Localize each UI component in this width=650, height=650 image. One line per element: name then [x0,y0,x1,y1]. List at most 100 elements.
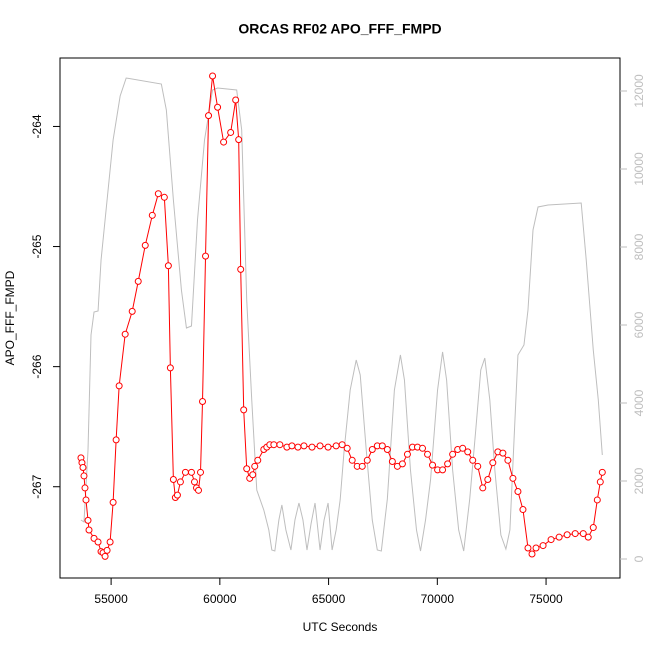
y-tick-label: -265 [30,234,44,258]
point [584,533,592,541]
point [160,193,168,201]
point [249,471,257,479]
point [270,441,278,449]
point [85,526,93,534]
point [176,478,184,486]
x-tick-label: 75000 [529,592,563,606]
point [101,552,109,560]
point [164,262,172,270]
point [489,459,497,467]
point [109,498,117,506]
y2-tick-label: 12000 [632,74,646,108]
point [300,442,308,450]
point [519,506,527,514]
point [197,468,205,476]
point [205,112,213,120]
point [444,460,452,468]
point [343,444,351,452]
point [209,72,217,80]
plot-frame [59,57,621,579]
point [563,531,571,539]
point [103,546,111,554]
point [514,488,522,496]
chart-title: ORCAS RF02 APO_FFF_FMPD [238,21,441,37]
point [240,406,248,414]
point [429,461,437,469]
point [121,330,129,338]
point [232,96,240,104]
point [338,441,346,449]
point [449,450,457,458]
point [81,484,89,492]
point [499,449,507,457]
point [141,241,149,249]
point [388,458,396,466]
y2-tick-label: 8000 [632,233,646,260]
point [84,516,92,524]
point [82,496,90,504]
point [509,474,517,482]
point [106,538,114,546]
point [348,456,356,464]
y-tick-label: -267 [30,474,44,498]
point [332,442,340,450]
point [294,443,302,451]
point [368,446,376,454]
x-tick-label: 60000 [203,592,237,606]
point [589,524,597,532]
point [251,462,259,470]
y2-tick-label: 10000 [632,152,646,186]
point [79,464,87,472]
point [202,252,210,260]
point [474,462,482,470]
point [154,190,162,198]
point [199,397,207,405]
point [571,530,579,538]
point [220,138,228,146]
point [378,442,386,450]
y2-tick-label: 2000 [632,467,646,494]
point [596,478,604,486]
y2-tick-label: 6000 [632,311,646,338]
point [363,456,371,464]
point [187,468,195,476]
x-axis-label: UTC Seconds [303,620,378,634]
point [308,443,316,451]
point [504,456,512,464]
point [227,128,235,136]
point [598,468,606,476]
x-tick-label: 55000 [94,592,128,606]
point [459,444,467,452]
series-line [80,77,603,552]
point [276,441,284,449]
point [243,465,251,473]
y-axis-label: APO_FFF_FMPD [3,270,17,365]
y2-tick-label: 0 [632,555,646,562]
point [316,442,324,450]
point [115,382,123,390]
point [128,307,136,315]
point [235,136,243,144]
point [112,436,120,444]
point [524,544,532,552]
y2-tick-label: 4000 [632,389,646,416]
x-tick-label: 65000 [312,592,346,606]
point [94,538,102,546]
point [579,530,587,538]
point [181,468,189,476]
point [237,265,245,273]
point [166,364,174,372]
point [419,444,427,452]
y-tick-label: -264 [30,114,44,138]
point [464,448,472,456]
point [424,450,432,458]
point [254,456,262,464]
point [484,476,492,484]
point [555,533,563,541]
point [80,472,88,480]
point [528,550,536,558]
point [358,462,366,470]
point [439,466,447,474]
point [134,277,142,285]
